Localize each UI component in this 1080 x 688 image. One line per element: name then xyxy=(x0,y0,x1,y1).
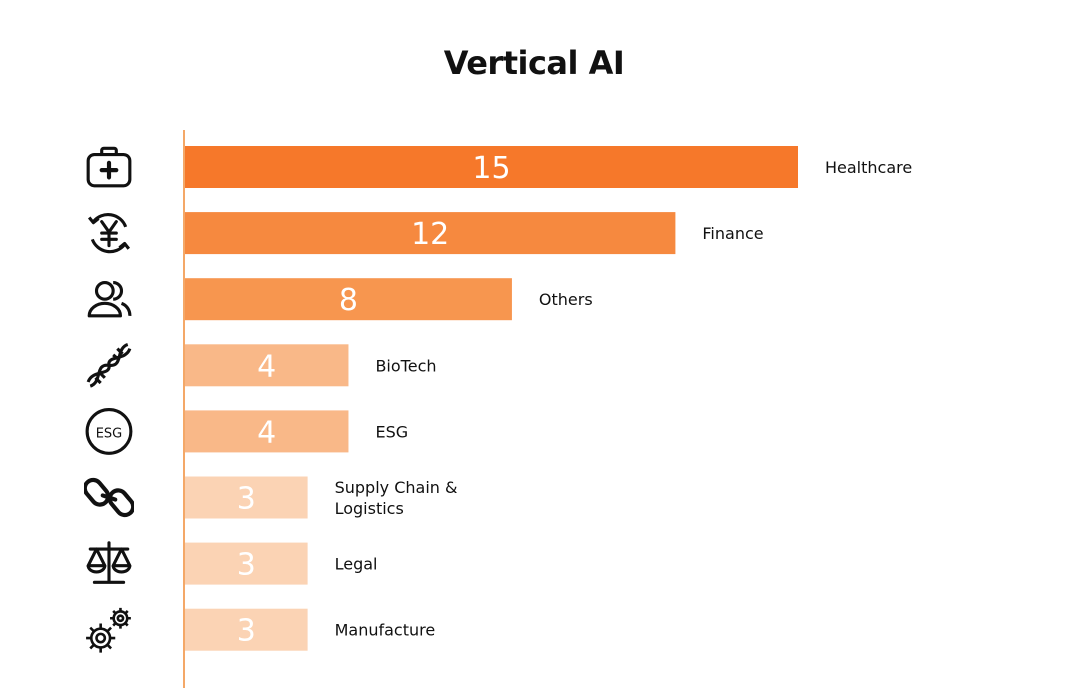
category-label-finance: Finance xyxy=(702,224,763,243)
category-label-healthcare: Healthcare xyxy=(825,158,912,177)
data-label-finance: 12 xyxy=(411,217,449,252)
category-label-others: Others xyxy=(539,290,593,309)
data-label-esg: 4 xyxy=(257,415,276,450)
dna-icon xyxy=(86,342,132,388)
gears-icon xyxy=(84,606,133,654)
bar-biotech xyxy=(185,344,349,387)
esg-badge-icon: ESG xyxy=(85,407,133,455)
category-label-manufacture: Manufacture xyxy=(335,621,436,640)
data-label-healthcare: 15 xyxy=(472,151,510,186)
esg-icon-text: ESG xyxy=(96,426,123,441)
category-label-supply-chain-logistics: Supply Chain & Logistics xyxy=(335,478,458,518)
bar-manufacture xyxy=(185,608,308,651)
bar-esg xyxy=(185,410,349,453)
currency-exchange-icon xyxy=(87,212,131,254)
data-label-others: 8 xyxy=(339,283,358,318)
bar-others xyxy=(185,278,512,321)
data-label-supply-chain-logistics: 3 xyxy=(237,482,256,517)
bar-finance xyxy=(185,212,676,255)
bar-healthcare xyxy=(185,146,798,188)
category-label-legal: Legal xyxy=(335,555,378,574)
bar-legal xyxy=(185,542,308,585)
category-label-biotech: BioTech xyxy=(375,356,436,375)
category-label-esg: ESG xyxy=(375,422,408,441)
data-label-biotech: 4 xyxy=(257,349,276,384)
users-icon xyxy=(87,280,132,318)
balance-scale-icon xyxy=(86,541,132,584)
data-label-legal: 3 xyxy=(237,548,256,583)
medical-kit-icon xyxy=(88,148,130,186)
data-label-manufacture: 3 xyxy=(237,614,256,649)
chart-title: Vertical AI xyxy=(443,44,625,82)
chain-link-icon xyxy=(81,477,136,519)
bar-supply-chain-logistics xyxy=(185,476,308,519)
